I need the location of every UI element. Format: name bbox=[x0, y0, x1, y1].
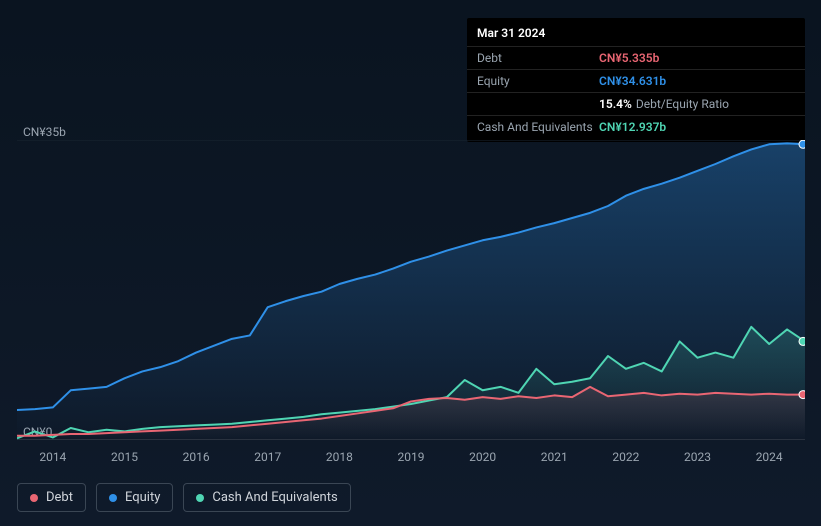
end-marker-icon bbox=[799, 337, 805, 345]
chart-container: Mar 31 2024 Debt CN¥5.335b Equity CN¥34.… bbox=[0, 0, 821, 526]
legend: Debt Equity Cash And Equivalents bbox=[17, 483, 351, 512]
chart-area: CN¥35b CN¥0 bbox=[0, 115, 821, 450]
legend-item-debt[interactable]: Debt bbox=[17, 483, 86, 512]
legend-label: Cash And Equivalents bbox=[212, 490, 337, 505]
legend-swatch-icon bbox=[30, 494, 38, 502]
legend-item-equity[interactable]: Equity bbox=[96, 483, 173, 512]
legend-swatch-icon bbox=[196, 494, 204, 502]
legend-swatch-icon bbox=[109, 494, 117, 502]
tooltip-sublabel: Debt/Equity Ratio bbox=[636, 97, 729, 111]
end-marker-icon bbox=[799, 140, 805, 148]
tooltip-label: Equity bbox=[477, 74, 599, 88]
end-marker-icon bbox=[799, 391, 805, 399]
y-axis-max-label: CN¥35b bbox=[23, 125, 66, 139]
tooltip-label: Debt bbox=[477, 51, 599, 65]
tooltip-value: 15.4% bbox=[599, 97, 632, 111]
tooltip-value: CN¥34.631b bbox=[599, 74, 666, 88]
tooltip-row-debt: Debt CN¥5.335b bbox=[467, 46, 805, 69]
tooltip-value: CN¥5.335b bbox=[599, 51, 659, 65]
tooltip-row-ratio: 15.4% Debt/Equity Ratio bbox=[467, 92, 805, 115]
tooltip-row-equity: Equity CN¥34.631b bbox=[467, 69, 805, 92]
legend-label: Debt bbox=[46, 490, 73, 505]
tooltip-date: Mar 31 2024 bbox=[467, 22, 805, 46]
plot-area[interactable] bbox=[17, 140, 805, 440]
legend-item-cash-and-equivalents[interactable]: Cash And Equivalents bbox=[183, 483, 350, 512]
legend-label: Equity bbox=[125, 490, 160, 505]
chart-svg bbox=[17, 140, 805, 440]
